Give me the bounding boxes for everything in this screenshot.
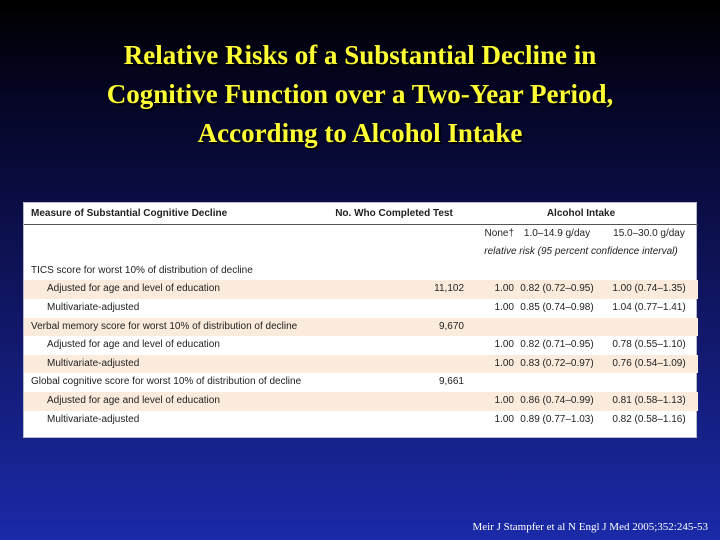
- row-none: 1.00: [494, 301, 514, 313]
- table-row: TICS score for worst 10% of distribution…: [24, 262, 698, 281]
- row-completed: [324, 336, 464, 355]
- row-none: 1.00: [464, 354, 514, 374]
- title-line-1: Relative Risks of a Substantial Decline …: [123, 40, 597, 70]
- row-label: Global cognitive score for worst 10% of …: [31, 376, 302, 388]
- row-label: Multivariate-adjusted: [24, 354, 324, 374]
- row-none: [464, 262, 514, 281]
- table-row: Adjusted for age and level of education 1…: [24, 336, 698, 355]
- header-alcohol-intake: Alcohol Intake: [464, 203, 699, 225]
- results-table-panel: Measure of Substantial Cognitive Decline…: [23, 202, 699, 438]
- title-line-3: According to Alcohol Intake: [197, 118, 523, 148]
- row-completed: [324, 354, 464, 374]
- row-low: [514, 317, 600, 337]
- row-completed: 9,661: [438, 376, 464, 388]
- title-line-2: Cognitive Function over a Two-Year Perio…: [106, 79, 614, 109]
- row-high: 0.81 (0.58–1.13): [600, 391, 699, 411]
- row-completed: [324, 299, 464, 318]
- row-completed: [324, 391, 464, 411]
- table-row: Global cognitive score for worst 10% of …: [24, 373, 698, 392]
- table-row: Adjusted for age and level of education 1…: [24, 280, 699, 299]
- row-label: Adjusted for age and level of education: [47, 339, 220, 351]
- row-high: 1.00 (0.74–1.35): [600, 280, 699, 299]
- row-low: [514, 262, 600, 281]
- unit-row: relative risk (95 percent confidence int…: [24, 243, 698, 262]
- subheader-none: None†: [484, 227, 514, 239]
- row-low: 0.85 (0.74–0.98): [520, 301, 594, 313]
- row-completed: [324, 262, 464, 281]
- table-row: Multivariate-adjusted 1.00 0.89 (0.77–1.03…: [24, 411, 698, 430]
- row-high: [600, 373, 698, 392]
- row-low: 0.86 (0.74–0.99): [514, 391, 600, 411]
- row-high: [600, 317, 699, 337]
- row-low: 0.83 (0.72–0.97): [514, 354, 600, 374]
- row-high: 1.04 (0.77–1.41): [612, 301, 686, 313]
- row-label: Adjusted for age and level of education: [24, 280, 324, 299]
- row-completed: 9,670: [324, 317, 464, 337]
- subheader-row: None† 1.0–14.9 g/day 15.0–30.0 g/day: [24, 224, 698, 243]
- table-row: Multivariate-adjusted 1.00 0.85 (0.74–0.98…: [24, 299, 698, 318]
- row-none: [464, 317, 514, 337]
- unit-label: relative risk (95 percent confidence int…: [484, 246, 678, 258]
- row-label: Multivariate-adjusted: [47, 413, 140, 425]
- table-row: Verbal memory score for worst 10% of dis…: [24, 317, 699, 337]
- table-row: Adjusted for age and level of education 1…: [24, 391, 699, 411]
- row-high: 0.76 (0.54–1.09): [600, 354, 699, 374]
- row-none: 1.00: [464, 391, 514, 411]
- row-high: 0.82 (0.58–1.16): [612, 413, 686, 425]
- row-label: Verbal memory score for worst 10% of dis…: [24, 317, 324, 337]
- slide-title: Relative Risks of a Substantial Decline …: [20, 36, 700, 153]
- table-row: Multivariate-adjusted 1.00 0.83 (0.72–0.97…: [24, 354, 699, 374]
- citation: Meir J Stampfer et al N Engl J Med 2005;…: [472, 521, 708, 533]
- header-row: Measure of Substantial Cognitive Decline…: [24, 203, 699, 225]
- row-high: 0.78 (0.55–1.10): [612, 339, 686, 351]
- header-measure: Measure of Substantial Cognitive Decline: [24, 203, 324, 225]
- header-completed: No. Who Completed Test: [324, 203, 464, 225]
- row-label: TICS score for worst 10% of distribution…: [31, 264, 253, 276]
- row-none: 1.00: [494, 339, 514, 351]
- row-completed: 11,102: [324, 280, 464, 299]
- row-completed: [324, 411, 464, 430]
- results-table: Measure of Substantial Cognitive Decline…: [24, 203, 699, 430]
- row-none: [464, 373, 514, 392]
- row-low: 0.82 (0.71–0.95): [520, 339, 594, 351]
- row-none: 1.00: [494, 413, 514, 425]
- row-none: 1.00: [464, 280, 514, 299]
- row-high: [600, 262, 698, 281]
- row-label: Adjusted for age and level of education: [24, 391, 324, 411]
- subheader-low: 1.0–14.9 g/day: [523, 227, 591, 239]
- row-label: Multivariate-adjusted: [47, 301, 140, 313]
- row-low: 0.89 (0.77–1.03): [520, 413, 594, 425]
- row-low: [514, 373, 600, 392]
- subheader-high: 15.0–30.0 g/day: [613, 227, 685, 239]
- row-low: 0.82 (0.72–0.95): [514, 280, 600, 299]
